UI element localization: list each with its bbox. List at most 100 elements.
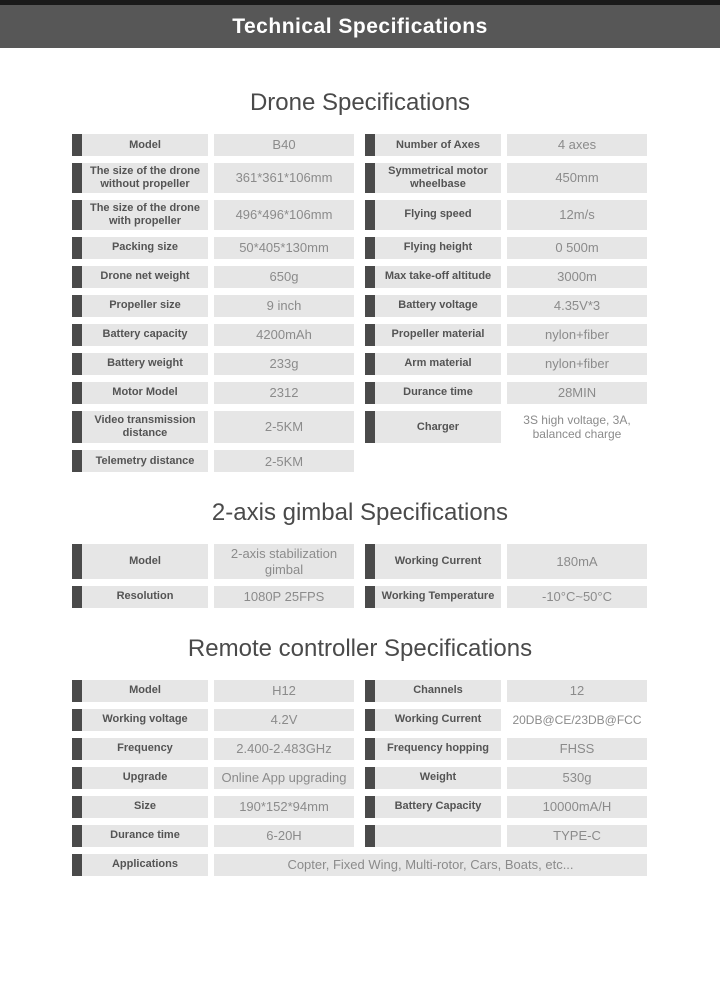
spec-label-cell: Working Temperature	[365, 585, 501, 608]
spec-value-cell: 2-axis stabilization gimbal	[214, 544, 354, 579]
spec-value-cell: 450mm	[507, 163, 647, 193]
table-row: Propeller size 9 inch Battery voltage 4.35V…	[72, 294, 648, 317]
spec-label-cell: Max take-off altitude	[365, 265, 501, 288]
spec-value-cell: 180mA	[507, 544, 647, 579]
spec-value-cell: 530g	[507, 766, 647, 789]
spec-value-cell: 3S high voltage, 3A, balanced charge	[523, 412, 631, 442]
spec-label-cell: Battery voltage	[365, 294, 501, 317]
spec-table: Model B40 Number of Axes 4 axes The size of …	[72, 134, 648, 473]
table-row: Resolution 1080P 25FPS Working Temperature…	[72, 585, 648, 608]
spec-value-cell: 20DB@CE/23DB@FCC	[512, 712, 642, 727]
spec-label-cell: Model	[72, 679, 208, 702]
spec-label-cell: Durance time	[72, 824, 208, 847]
spec-value-cell: 650g	[214, 265, 354, 288]
spec-label-cell: Resolution	[72, 585, 208, 608]
table-row: Applications Copter, Fixed Wing, Multi-ro…	[72, 853, 648, 876]
page-header: Technical Specifications	[0, 5, 720, 48]
spec-value-cell: 4.2V	[214, 708, 354, 731]
spec-label-cell: Propeller material	[365, 323, 501, 346]
spec-label-cell: Frequency hopping	[365, 737, 501, 760]
table-row: Upgrade Online App upgrading Weight 530g	[72, 766, 648, 789]
spec-value-cell: Copter, Fixed Wing, Multi-rotor, Cars, B…	[214, 853, 647, 876]
spec-value-cell: TYPE-C	[507, 824, 647, 847]
spec-value-cell: 190*152*94mm	[214, 795, 354, 818]
spec-label-cell: Flying height	[365, 236, 501, 259]
spec-value-cell: 0 500m	[507, 236, 647, 259]
table-row: Model 2-axis stabilization gimbal Working …	[72, 544, 648, 579]
spec-value-cell: B40	[214, 134, 354, 156]
table-row: Battery weight 233g Arm material nylon+fibe…	[72, 352, 648, 375]
spec-value-cell: 2.400-2.483GHz	[214, 737, 354, 760]
spec-label-cell: Flying speed	[365, 199, 501, 230]
spec-label-cell: Frequency	[72, 737, 208, 760]
table-row: Motor Model 2312 Durance time 28MIN	[72, 381, 648, 404]
spec-label-cell: Upgrade	[72, 766, 208, 789]
spec-value-cell: 6-20H	[214, 824, 354, 847]
table-row: Drone net weight 650g Max take-off altitud…	[72, 265, 648, 288]
section-title: Drone Specifications	[249, 89, 471, 116]
top-dark-strip	[0, 0, 720, 5]
spec-label-cell: Telemetry distance	[72, 450, 208, 473]
spec-label-cell: Charger	[365, 410, 501, 444]
spec-label-cell: Drone net weight	[72, 265, 208, 288]
table-row: The size of the drone with propeller 496*…	[72, 199, 648, 230]
spec-value-cell: 10000mA/H	[507, 795, 647, 818]
spec-value-cell: 361*361*106mm	[214, 163, 354, 193]
table-row: Packing size 50*405*130mm Flying height 0 5…	[72, 236, 648, 259]
spec-label-cell: Motor Model	[72, 381, 208, 404]
spec-value-cell: 4200mAh	[214, 323, 354, 346]
table-row: Battery capacity 4200mAh Propeller materia…	[72, 323, 648, 346]
spec-value-cell: 3000m	[507, 265, 647, 288]
spec-label-cell: Durance time	[365, 381, 501, 404]
table-row: Frequency 2.400-2.483GHz Frequency hopping…	[72, 737, 648, 760]
spec-label-cell: Channels	[365, 679, 501, 702]
spec-value-cell: FHSS	[507, 737, 647, 760]
spec-label-cell: Symmetrical motor wheelbase	[365, 163, 501, 193]
spec-label-cell: Model	[72, 544, 208, 579]
spec-value-cell: 2-5KM	[214, 450, 354, 473]
spec-label-cell: Battery Capacity	[365, 795, 501, 818]
spec-value-cell: 12m/s	[507, 199, 647, 230]
spec-label-cell: Working voltage	[72, 708, 208, 731]
spec-value-cell: 4.35V*3	[507, 294, 647, 317]
spec-label-cell: Weight	[365, 766, 501, 789]
spec-label-cell: Propeller size	[72, 294, 208, 317]
spec-value-cell: H12	[214, 679, 354, 702]
spec-value-cell: 50*405*130mm	[214, 236, 354, 259]
spec-label-cell: Number of Axes	[365, 134, 501, 156]
section-title: Remote controller Specifications	[187, 634, 533, 662]
table-row: Size 190*152*94mm Battery Capacity 10000mA/…	[72, 795, 648, 818]
table-row: The size of the drone without propeller 3…	[72, 163, 648, 193]
spec-value-cell: 4 axes	[507, 134, 647, 156]
table-row: Working voltage 4.2V Working Current 20DB@C…	[72, 708, 648, 731]
spec-value-cell: 9 inch	[214, 294, 354, 317]
section-title: 2-axis gimbal Specifications	[211, 499, 509, 527]
table-row: Model H12 Channels 12	[72, 679, 648, 702]
table-row: Model B40 Number of Axes 4 axes	[72, 134, 648, 156]
spec-label-cell: Battery capacity	[72, 323, 208, 346]
table-row: Video transmission distance 2-5KM Charger 3…	[72, 410, 648, 444]
spec-value-cell: -10°C~50°C	[507, 585, 647, 608]
spec-table: Model 2-axis stabilization gimbal Working …	[72, 544, 648, 608]
spec-label-cell: Size	[72, 795, 208, 818]
spec-label-cell: Model	[72, 134, 208, 156]
spec-label-cell: The size of the drone without propeller	[72, 163, 208, 193]
table-row: Durance time 6-20H TYPE-C	[72, 824, 648, 847]
spec-value-cell: 2312	[214, 381, 354, 404]
spec-label-cell: Battery weight	[72, 352, 208, 375]
spec-value-cell: Online App upgrading	[214, 766, 354, 789]
spec-label-cell: Arm material	[365, 352, 501, 375]
spec-value-cell: 28MIN	[507, 381, 647, 404]
spec-label-cell: The size of the drone with propeller	[72, 199, 208, 230]
spec-sections: Drone Specifications Model B40 Number of Ax…	[0, 89, 720, 876]
spec-label-cell	[365, 824, 501, 847]
spec-value-cell: 12	[507, 679, 647, 702]
spec-label-cell: Working Current	[365, 544, 501, 579]
spec-label-cell: Packing size	[72, 236, 208, 259]
spec-value-cell: 2-5KM	[214, 410, 354, 444]
spec-value-cell: 1080P 25FPS	[214, 585, 354, 608]
spec-value-cell: nylon+fiber	[507, 323, 647, 346]
spec-label-cell: Applications	[72, 853, 208, 876]
spec-value-cell: 233g	[214, 352, 354, 375]
